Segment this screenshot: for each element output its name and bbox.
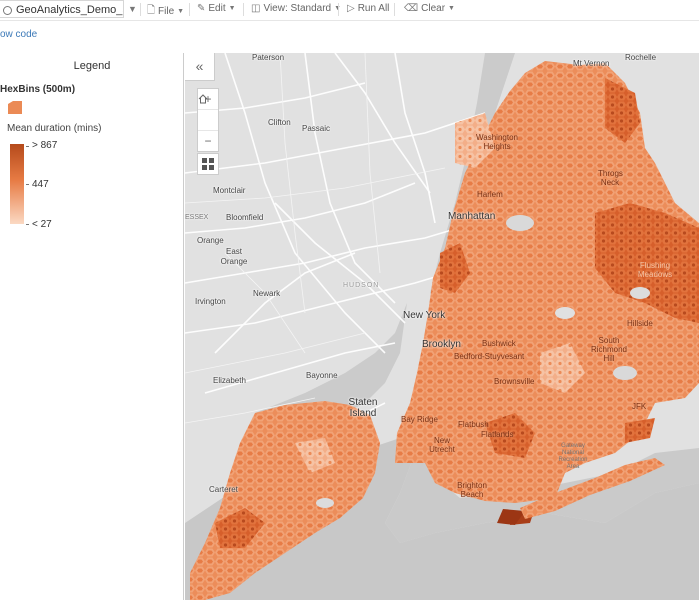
legend-color-ramp xyxy=(10,144,24,224)
notebook-chevron-down-icon[interactable]: ▼ xyxy=(128,4,137,14)
zoom-out-button[interactable]: − xyxy=(204,134,212,148)
play-icon: ▷ xyxy=(347,3,355,14)
view-icon: ◫ xyxy=(251,3,261,14)
legend-title: Legend xyxy=(73,60,111,72)
notebook-toolbar: GeoAnalytics_Demo_SEE ▼ 🗋 File ▼ ✎ Edit … xyxy=(0,0,699,21)
map-label-jfk: JFK xyxy=(632,402,647,411)
map-view[interactable]: « + − Paterson Mt Vernon Rochelle Clifto… xyxy=(185,53,699,600)
toolbar-divider xyxy=(338,3,339,16)
map-label-mt-vernon: Mt Vernon xyxy=(573,59,610,68)
map-label-paterson: Paterson xyxy=(252,53,285,62)
map-label-essex: ESSEX xyxy=(185,214,209,221)
kernel-status-icon xyxy=(3,5,12,15)
basemap xyxy=(185,53,699,600)
toolbar-divider xyxy=(140,3,141,16)
clear-menu-label: Clear xyxy=(421,3,446,14)
legend-panel: Legend HexBins (500m) Mean duration (min… xyxy=(0,53,184,600)
map-label-orange: Orange xyxy=(197,236,224,245)
map-label-flushing-meadows: Flushing Meadows xyxy=(637,261,673,279)
ramp-low-label: < 27 xyxy=(32,219,52,230)
chevron-down-icon: ▼ xyxy=(177,8,185,15)
toolbar-divider xyxy=(394,3,395,16)
ramp-tick xyxy=(26,184,29,185)
home-icon xyxy=(198,94,208,104)
map-label-carteret: Carteret xyxy=(209,485,238,494)
map-label-south-richmond-hill: South Richmond Hill xyxy=(590,336,627,363)
legend-field-name: Mean duration (mins) xyxy=(7,123,102,134)
map-label-rochelle: Rochelle xyxy=(625,53,657,62)
map-label-manhattan: Manhattan xyxy=(448,211,496,222)
notebook-name-field[interactable]: GeoAnalytics_Demo_SEE xyxy=(0,0,124,18)
map-label-harlem: Harlem xyxy=(477,190,503,199)
basemap-gallery-icon xyxy=(202,158,214,170)
map-label-flatlands: Flatlands xyxy=(481,430,514,439)
map-label-throgs-neck: Throgs Neck xyxy=(598,169,623,187)
file-icon: 🗋 xyxy=(147,5,156,16)
map-label-montclair: Montclair xyxy=(213,186,246,195)
show-code-link[interactable]: ow code xyxy=(0,29,38,40)
run-all-label: Run All xyxy=(357,3,390,14)
map-label-hillside: Hillside xyxy=(627,319,653,328)
map-label-bayonne: Bayonne xyxy=(306,371,338,380)
ramp-tick xyxy=(26,224,29,225)
file-menu[interactable]: 🗋 File ▼ xyxy=(147,3,184,20)
eraser-icon: ⌫ xyxy=(404,3,419,14)
map-label-brighton-beach: Brighton Beach xyxy=(457,481,487,499)
map-label-newark: Newark xyxy=(253,289,281,298)
map-label-clifton: Clifton xyxy=(268,118,291,127)
file-menu-label: File xyxy=(158,6,175,17)
map-label-hudson: HUDSON xyxy=(343,282,380,289)
legend-layer-name: HexBins (500m) xyxy=(0,84,76,95)
chevron-down-icon: ▼ xyxy=(334,5,341,12)
map-label-brownsville: Brownsville xyxy=(494,377,535,386)
map-label-bloomfield: Bloomfield xyxy=(226,213,264,222)
map-label-gateway: Gateway National Recreation Area xyxy=(558,443,588,470)
clear-menu[interactable]: ⌫ Clear ▼ xyxy=(404,3,455,14)
map-label-passaic: Passaic xyxy=(302,124,331,133)
map-label-brooklyn: Brooklyn xyxy=(422,339,461,350)
map-label-new-utrecht: New Utrecht xyxy=(429,436,455,454)
map-label-irvington: Irvington xyxy=(195,297,226,306)
zoom-controls: + − xyxy=(197,88,219,152)
ramp-tick xyxy=(26,146,29,147)
home-button[interactable] xyxy=(198,94,218,131)
hexbin-symbol-icon xyxy=(8,101,22,114)
map-label-staten-island: Staten Island xyxy=(348,397,378,419)
collapse-legend-button[interactable]: « xyxy=(185,53,215,81)
map-label-bay-ridge: Bay Ridge xyxy=(401,415,438,424)
map-label-bushwick: Bushwick xyxy=(482,339,516,348)
ramp-high-label: > 867 xyxy=(32,140,58,151)
chevron-down-icon: ▼ xyxy=(228,5,236,12)
run-all-button[interactable]: ▷ Run All xyxy=(347,3,389,14)
view-menu-label: View: Standard xyxy=(263,3,332,14)
edit-menu-label: Edit xyxy=(208,3,226,14)
map-label-flatbush: Flatbush xyxy=(458,420,489,429)
edit-menu[interactable]: ✎ Edit ▼ xyxy=(197,3,236,14)
map-label-washington-heights: Washington Heights xyxy=(476,133,518,151)
map-label-east-orange: East Orange xyxy=(220,247,248,266)
basemap-gallery-button[interactable] xyxy=(197,153,219,175)
toolbar-divider xyxy=(243,3,244,16)
map-label-new-york: New York xyxy=(403,310,446,321)
view-menu[interactable]: ◫ View: Standard ▼ xyxy=(251,3,341,14)
notebook-name-text: GeoAnalytics_Demo_SEE xyxy=(16,4,123,16)
edit-icon: ✎ xyxy=(197,3,206,14)
map-label-bedford-stuyvesant: Bedford-Stuyvesant xyxy=(454,352,525,361)
map-label-elizabeth: Elizabeth xyxy=(213,376,246,385)
zoom-in-button[interactable]: + xyxy=(198,89,218,110)
ramp-mid-label: 447 xyxy=(32,179,49,190)
chevron-down-icon: ▼ xyxy=(448,5,455,12)
toolbar-divider xyxy=(189,3,190,16)
